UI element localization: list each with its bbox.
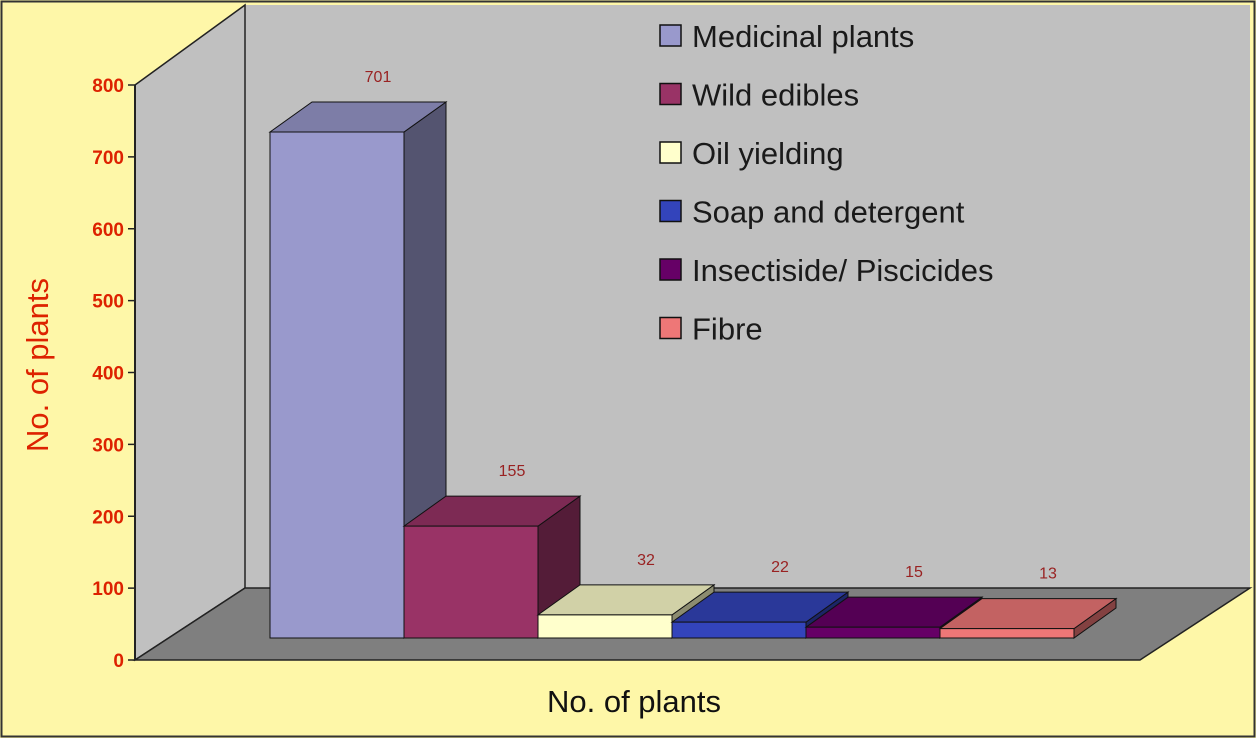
data-label: 13: [1039, 566, 1057, 583]
legend-item: Oil yielding: [659, 136, 844, 171]
legend-swatch: [659, 82, 682, 106]
data-labels-group: 701 155 32 22 15 13: [365, 69, 1057, 583]
x-axis-title: No. of plants: [547, 684, 721, 719]
y-tick-label: 200: [92, 507, 124, 528]
y-tick-label: 0: [113, 651, 124, 672]
y-tick-label: 500: [92, 292, 124, 313]
legend-swatch: [659, 24, 682, 47]
y-axis-ticks: 0 100 200 300 400 500 600 700 800: [92, 76, 135, 672]
legend-item: Wild edibles: [659, 78, 859, 113]
legend-label: Wild edibles: [692, 78, 859, 113]
data-label: 15: [905, 564, 923, 581]
legend-swatch: [659, 199, 682, 223]
legend-item: Fibre: [659, 312, 763, 347]
y-tick-label: 800: [92, 76, 124, 97]
legend-swatch: [659, 141, 682, 164]
y-axis-title: No. of plants: [20, 278, 55, 452]
legend-swatch: [659, 316, 682, 340]
y-tick-label: 700: [92, 148, 124, 169]
bar: [268, 101, 448, 639]
legend-label: Fibre: [692, 312, 763, 347]
data-label: 22: [771, 559, 789, 576]
data-label: 155: [499, 463, 526, 480]
bars-group: [268, 101, 1118, 639]
legend: Medicinal plants Wild edibles Oil yielding…: [659, 19, 994, 347]
legend-item: Medicinal plants: [659, 19, 914, 54]
y-tick-label: 600: [92, 220, 124, 241]
data-label: 701: [365, 69, 392, 86]
legend-item: Soap and detergent: [659, 195, 965, 230]
side-wall: [134, 3, 246, 662]
legend-item: Insectiside/ Piscicides: [659, 253, 994, 288]
y-tick-label: 300: [92, 435, 124, 456]
y-tick-label: 100: [92, 579, 124, 600]
y-tick-label: 400: [92, 364, 124, 385]
bar: [938, 597, 1118, 639]
bar: [536, 583, 716, 639]
legend-label: Oil yielding: [692, 136, 844, 171]
legend-label: Insectiside/ Piscicides: [692, 253, 994, 288]
legend-label: Medicinal plants: [692, 19, 914, 54]
legend-label: Soap and detergent: [692, 195, 965, 230]
data-label: 32: [637, 552, 655, 569]
legend-swatch: [659, 258, 682, 281]
bar: [402, 495, 582, 639]
